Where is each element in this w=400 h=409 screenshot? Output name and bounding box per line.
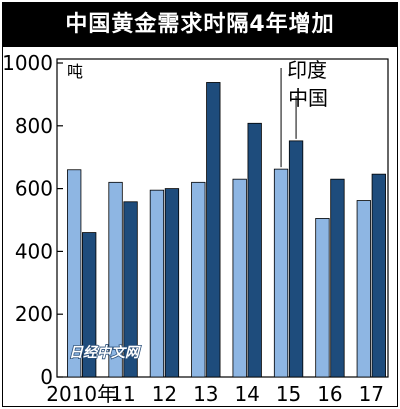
plot-area — [56, 58, 389, 378]
bar-china-7 — [371, 173, 386, 378]
bar-china-2 — [164, 188, 180, 378]
bar-india-1 — [108, 181, 123, 378]
bar-china-4 — [247, 122, 262, 378]
x-tick-label: 15 — [276, 382, 301, 406]
bar-india-7 — [356, 200, 371, 378]
x-tick-label: 17 — [359, 382, 384, 406]
y-tick-label: 400 — [15, 239, 53, 263]
legend-label-china: 中国 — [288, 86, 328, 110]
bar-india-3 — [191, 181, 206, 378]
bar-india-5 — [273, 168, 289, 378]
legend-label-india: 印度 — [287, 58, 327, 82]
x-tick-label: 11 — [110, 382, 135, 406]
watermark-logo: 日经中文网 — [69, 344, 141, 361]
bar-india-4 — [232, 178, 247, 378]
bar-india-0 — [67, 169, 82, 378]
bar-china-3 — [206, 82, 221, 378]
bar-india-6 — [315, 218, 330, 378]
x-tick-label: 2010年 — [46, 382, 117, 406]
bar-india-2 — [149, 189, 165, 378]
y-axis-unit: 吨 — [67, 62, 83, 81]
x-tick-label: 16 — [317, 382, 342, 406]
chart-title: 中国黄金需求时隔4年增加 — [3, 3, 397, 47]
bar-china-6 — [330, 178, 345, 378]
bar-china-1 — [123, 201, 138, 378]
y-tick-label: 200 — [15, 302, 53, 326]
x-tick-label: 13 — [193, 382, 218, 406]
bar-china-0 — [82, 232, 97, 378]
x-tick-label: 12 — [152, 382, 177, 406]
y-tick-label: 1000 — [2, 51, 53, 75]
y-tick-label: 800 — [15, 114, 53, 138]
y-tick-label: 0 — [40, 365, 53, 389]
bar-china-5 — [288, 140, 304, 378]
y-tick-label: 600 — [15, 177, 53, 201]
x-tick-label: 14 — [234, 382, 259, 406]
